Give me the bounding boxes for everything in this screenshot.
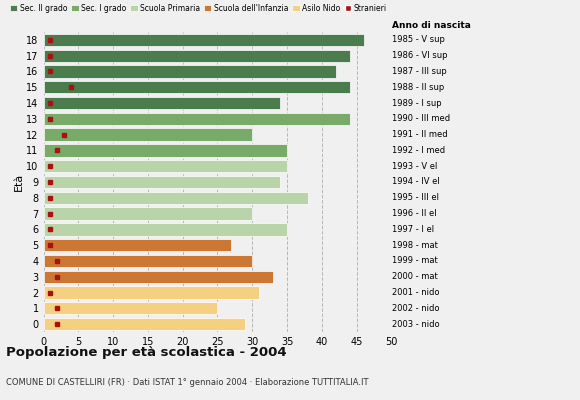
- Bar: [44, 65, 336, 78]
- Text: 1993 - V el: 1993 - V el: [392, 162, 437, 171]
- Text: 1987 - III sup: 1987 - III sup: [392, 67, 447, 76]
- Bar: [44, 128, 252, 141]
- Bar: [44, 302, 218, 314]
- Bar: [44, 34, 364, 46]
- Text: 1994 - IV el: 1994 - IV el: [392, 178, 440, 186]
- Bar: [44, 50, 350, 62]
- Text: 1990 - III med: 1990 - III med: [392, 114, 450, 123]
- Text: 1986 - VI sup: 1986 - VI sup: [392, 51, 448, 60]
- Text: 1992 - I med: 1992 - I med: [392, 146, 445, 155]
- Text: 1988 - II sup: 1988 - II sup: [392, 83, 444, 92]
- Text: 2003 - nido: 2003 - nido: [392, 320, 440, 329]
- Bar: [44, 81, 350, 94]
- Bar: [44, 255, 252, 267]
- Text: 2000 - mat: 2000 - mat: [392, 272, 438, 281]
- Text: COMUNE DI CASTELLIRI (FR) · Dati ISTAT 1° gennaio 2004 · Elaborazione TUTTITALIA: COMUNE DI CASTELLIRI (FR) · Dati ISTAT 1…: [6, 378, 368, 387]
- Text: 1999 - mat: 1999 - mat: [392, 256, 438, 266]
- Text: 1989 - I sup: 1989 - I sup: [392, 98, 442, 108]
- Bar: [44, 176, 280, 188]
- Bar: [44, 223, 287, 236]
- Bar: [44, 192, 308, 204]
- Text: 2001 - nido: 2001 - nido: [392, 288, 440, 297]
- Y-axis label: Età: Età: [13, 173, 23, 191]
- Legend: Sec. II grado, Sec. I grado, Scuola Primaria, Scuola dell'Infanzia, Asilo Nido, : Sec. II grado, Sec. I grado, Scuola Prim…: [10, 4, 387, 13]
- Bar: [44, 318, 245, 330]
- Text: Popolazione per età scolastica - 2004: Popolazione per età scolastica - 2004: [6, 346, 287, 359]
- Text: 1996 - II el: 1996 - II el: [392, 209, 437, 218]
- Bar: [44, 113, 350, 125]
- Bar: [44, 270, 273, 283]
- Text: Anno di nascita: Anno di nascita: [392, 22, 471, 30]
- Text: 1998 - mat: 1998 - mat: [392, 241, 438, 250]
- Text: 1997 - I el: 1997 - I el: [392, 225, 434, 234]
- Bar: [44, 208, 252, 220]
- Bar: [44, 97, 280, 109]
- Text: 2002 - nido: 2002 - nido: [392, 304, 440, 313]
- Bar: [44, 144, 287, 156]
- Text: 1985 - V sup: 1985 - V sup: [392, 35, 445, 44]
- Text: 1995 - III el: 1995 - III el: [392, 193, 439, 202]
- Bar: [44, 239, 231, 251]
- Bar: [44, 160, 287, 172]
- Text: 1991 - II med: 1991 - II med: [392, 130, 448, 139]
- Bar: [44, 286, 259, 299]
